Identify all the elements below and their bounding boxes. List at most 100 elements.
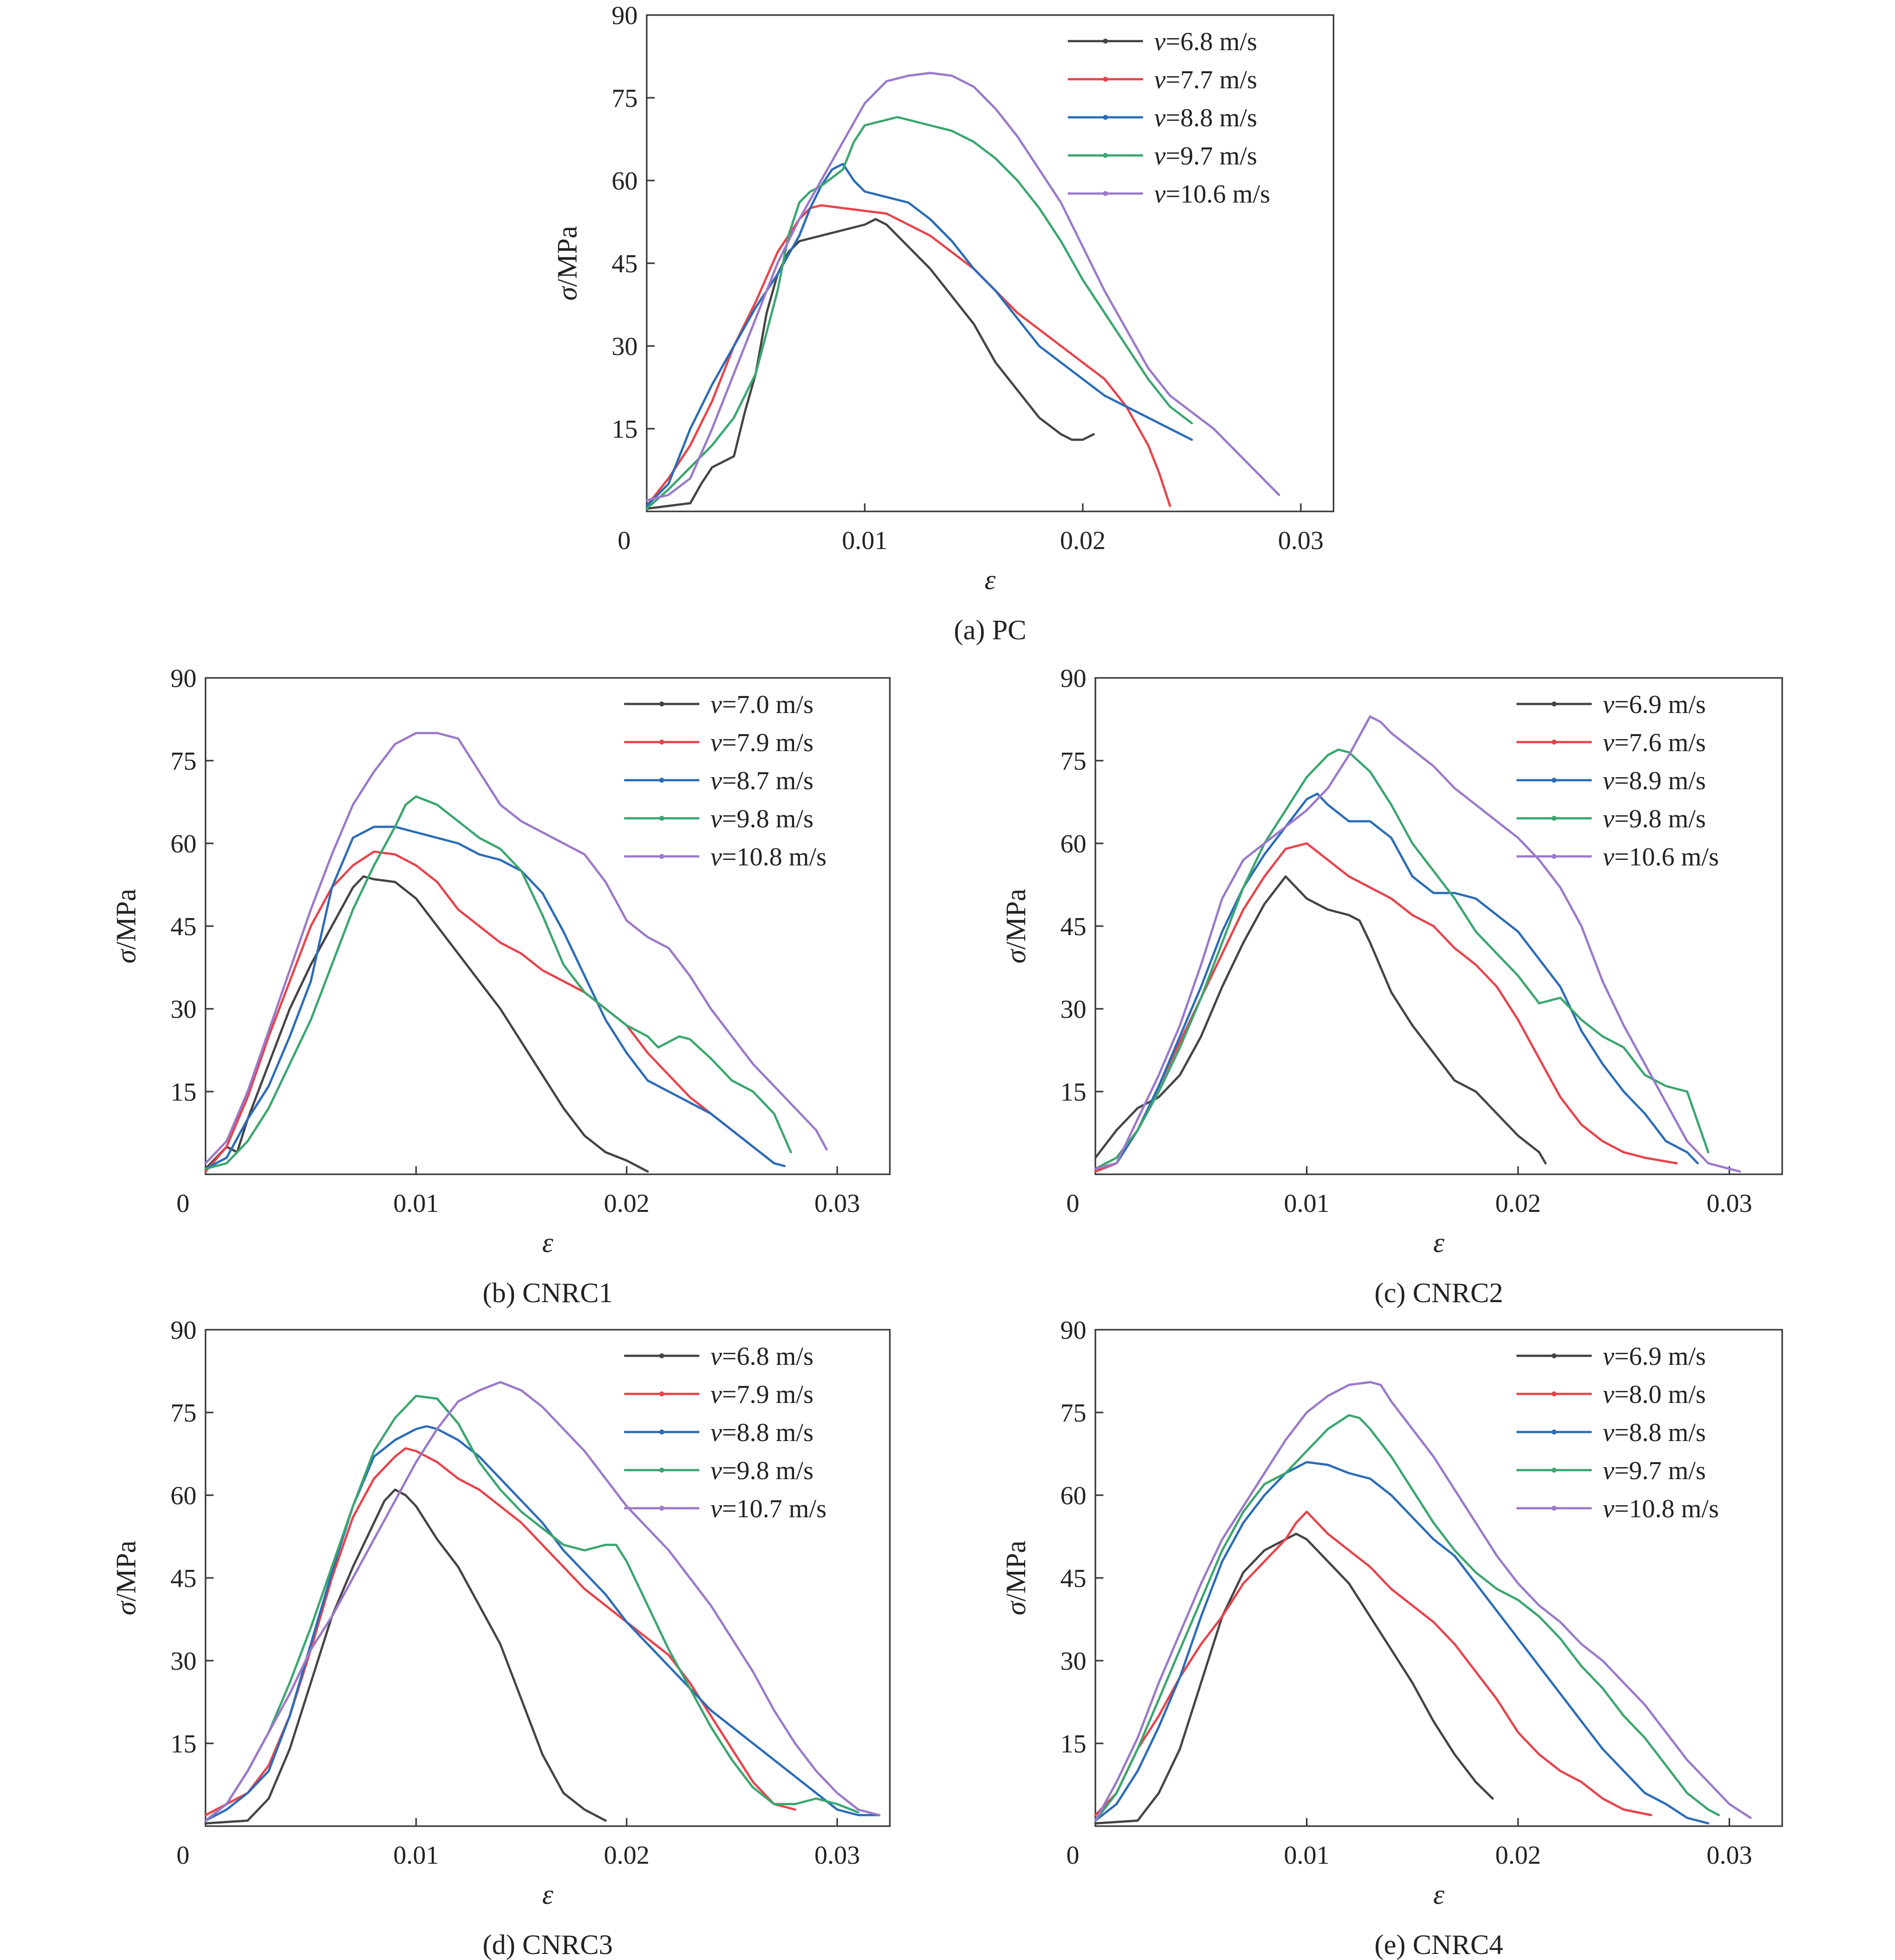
x-tick-label: 0 [176, 1841, 189, 1870]
x-tick-label: 0 [1066, 1841, 1079, 1870]
legend-marker [659, 1430, 664, 1435]
y-tick-label: 45 [1060, 913, 1086, 941]
legend-label-value: =8.8 m/s [722, 1418, 813, 1447]
y-tick-label: 30 [612, 332, 638, 361]
series-line-4 [1094, 1414, 1720, 1822]
legend-label-value: =9.8 m/s [722, 1457, 813, 1485]
legend-label-symbol: v [710, 1495, 722, 1523]
y-tick-label: 45 [1060, 1564, 1086, 1593]
y-axis-label-symbol: σ [552, 285, 583, 300]
legend-label: v=10.8 m/s [710, 843, 827, 871]
legend-label: v=8.8 m/s [710, 1418, 814, 1447]
y-axis-label-symbol: σ [111, 1600, 142, 1615]
legend-label-value: =6.9 m/s [1614, 1342, 1705, 1371]
y-axis-label-unit: /MPa [111, 1540, 142, 1601]
legend-marker [1103, 115, 1108, 120]
series-line-2 [1094, 1510, 1652, 1817]
legend-label: v=8.8 m/s [1154, 104, 1257, 132]
legend-label-symbol: v [1154, 28, 1166, 56]
legend-marker [659, 740, 664, 745]
x-tick-label: 0.01 [394, 1841, 439, 1870]
legend-label-value: =7.7 m/s [1166, 66, 1257, 94]
legend-marker [1103, 191, 1108, 196]
x-tick-label: 0.02 [1495, 1841, 1541, 1870]
legend-label-value: =8.8 m/s [1614, 1418, 1705, 1447]
legend-marker [1103, 77, 1108, 82]
legend-label-symbol: v [1603, 1457, 1615, 1485]
legend-marker [1552, 778, 1557, 783]
y-tick-label: 90 [1060, 1316, 1086, 1345]
legend-label-value: =7.6 m/s [1614, 729, 1705, 757]
chart-panel-d: 0 0.01 0.02 0.03 15 30 45 60 75 90 ε σ/MPa (d) CNRC3… [111, 1316, 891, 1960]
legend-label-symbol: v [710, 1457, 722, 1485]
y-tick-label: 60 [1060, 1482, 1086, 1510]
y-tick-label: 90 [170, 664, 197, 693]
y-tick-label: 15 [1060, 1730, 1086, 1758]
y-axis-label-symbol: σ [111, 948, 142, 963]
legend-label-symbol: v [1603, 1495, 1615, 1523]
legend-label-symbol: v [1154, 66, 1166, 94]
series-line-3 [1094, 792, 1699, 1170]
y-axis-label-unit: /MPa [111, 888, 142, 949]
legend-label: v=10.6 m/s [1154, 180, 1270, 209]
legend-marker [1103, 39, 1108, 44]
legend-label: v=7.7 m/s [1154, 66, 1257, 94]
series-line-1 [204, 875, 649, 1173]
legend-label-value: =10.7 m/s [722, 1495, 826, 1523]
y-tick-label: 75 [1060, 1399, 1086, 1428]
series-line-1 [1094, 1532, 1494, 1825]
x-tick-label: 0.01 [1284, 1841, 1330, 1870]
y-axis-label: σ/MPa [111, 1540, 142, 1615]
legend-label: v=6.9 m/s [1603, 690, 1706, 719]
y-tick-label: 90 [170, 1316, 197, 1345]
series-line-5 [204, 1381, 881, 1822]
legend-label-value: =10.8 m/s [722, 843, 826, 871]
x-tick-label: 0.02 [1495, 1189, 1541, 1218]
series-line-2 [204, 1447, 797, 1817]
legend-label-symbol: v [710, 767, 722, 795]
series-line-2 [204, 850, 776, 1173]
legend-marker [1552, 1353, 1557, 1358]
y-tick-label: 75 [170, 747, 197, 776]
legend-label-symbol: v [710, 1342, 722, 1371]
legend-label-value: =6.9 m/s [1614, 690, 1705, 719]
series-line-5 [1094, 715, 1741, 1173]
series-line-3 [204, 1425, 881, 1822]
legend-label: v=10.8 m/s [1603, 1495, 1719, 1523]
legend-label: v=8.9 m/s [1603, 767, 1706, 795]
x-tick-label: 0.01 [842, 526, 887, 555]
legend-label-symbol: v [710, 805, 722, 833]
legend-label: v=6.9 m/s [1603, 1342, 1706, 1371]
series-line-1 [204, 1488, 607, 1825]
series-line-3 [1094, 1461, 1710, 1825]
series-line-3 [645, 162, 1193, 507]
legend-label-symbol: v [1603, 1418, 1615, 1447]
y-axis-label-unit: /MPa [1001, 888, 1032, 949]
y-tick-label: 30 [170, 1647, 197, 1676]
y-tick-label: 15 [612, 415, 638, 444]
x-tick-label: 0 [618, 526, 631, 555]
legend-label: v=6.8 m/s [1154, 28, 1257, 56]
chart-panel-e: 0 0.01 0.02 0.03 15 30 45 60 75 90 ε σ/MPa (e) CNRC4… [1001, 1316, 1783, 1960]
legend-marker [1552, 740, 1557, 745]
series-line-5 [204, 732, 828, 1165]
legend-label: v=10.7 m/s [710, 1495, 827, 1523]
legend-label-symbol: v [1154, 142, 1166, 170]
legend-label-value: =6.8 m/s [1166, 28, 1257, 56]
legend-label-value: =9.7 m/s [1614, 1457, 1705, 1485]
y-axis-label-unit: /MPa [552, 226, 583, 286]
y-tick-label: 45 [170, 913, 197, 941]
legend-label-value: =9.8 m/s [1614, 805, 1705, 833]
legend-marker [659, 1506, 664, 1511]
legend-label-value: =10.8 m/s [1614, 1495, 1719, 1523]
legend-label-symbol: v [710, 1380, 722, 1409]
legend-label: v=7.9 m/s [710, 1380, 814, 1409]
legend-label: v=9.7 m/s [1154, 142, 1257, 170]
legend-label: v=9.8 m/s [710, 805, 814, 833]
x-tick-label: 0.03 [815, 1189, 860, 1218]
x-tick-label: 0.02 [604, 1189, 650, 1218]
panel-caption: (b) CNRC1 [483, 1278, 613, 1309]
legend-label: v=10.6 m/s [1603, 843, 1719, 871]
legend-label-symbol: v [710, 843, 722, 871]
